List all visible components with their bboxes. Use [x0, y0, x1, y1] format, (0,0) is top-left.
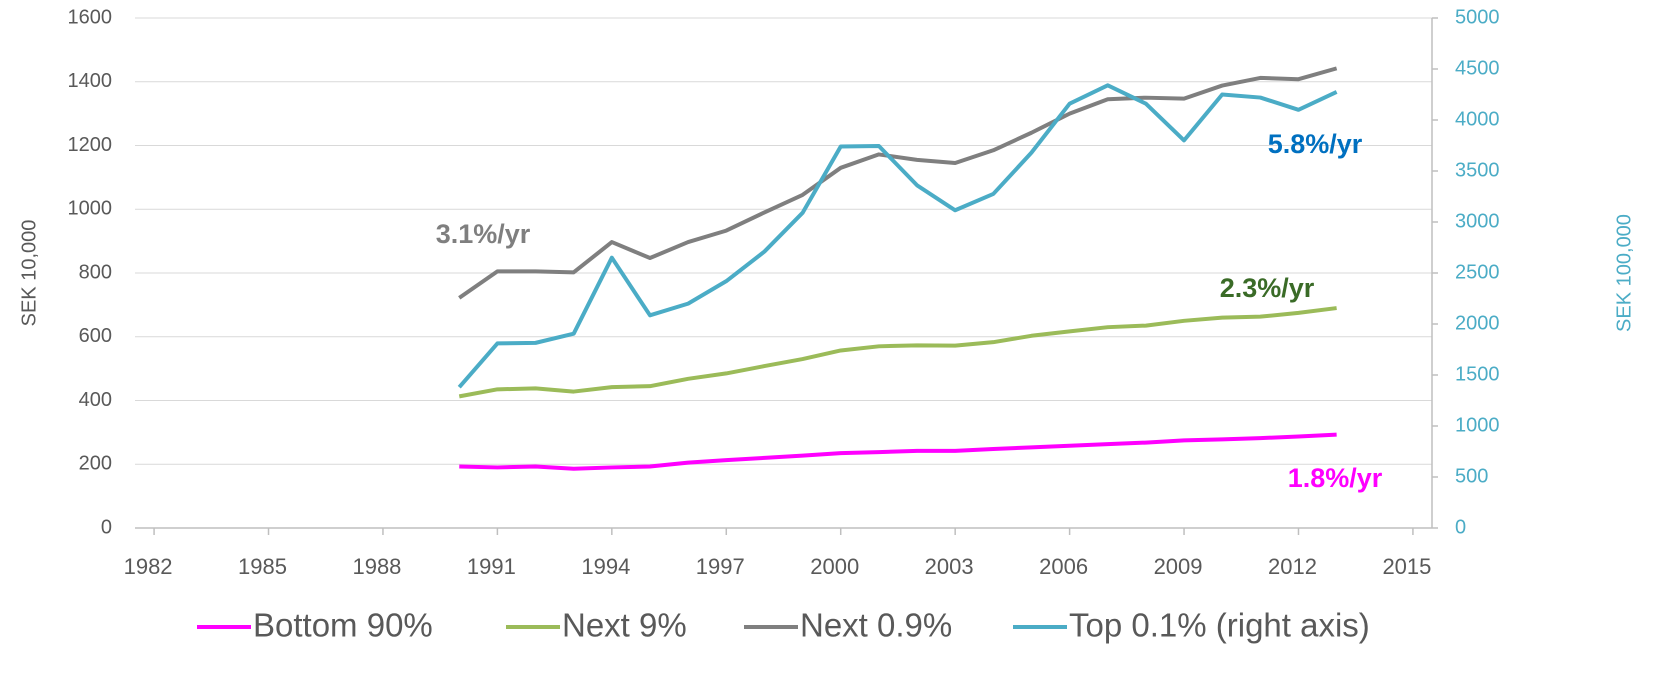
x-tick-label: 2009: [1154, 554, 1203, 579]
y-tick-label: 400: [79, 389, 112, 411]
x-tick-label: 1994: [581, 554, 630, 579]
x-tick-label: 1982: [124, 554, 173, 579]
y2-tick-label: 3500: [1455, 159, 1500, 181]
y-tick-label: 1400: [68, 70, 113, 92]
y-tick-label: 800: [79, 261, 112, 283]
annotation: 3.1%/yr: [436, 219, 531, 249]
x-tick-label: 2000: [810, 554, 859, 579]
legend-label: Next 9%: [562, 607, 687, 644]
series-line: [458, 66, 1338, 300]
annotation: 2.3%/yr: [1220, 273, 1315, 303]
y2-axis-label: SEK 100,000: [1613, 214, 1635, 332]
y-tick-label: 1200: [68, 134, 113, 156]
y-tick-label: 1000: [68, 198, 113, 220]
y-tick-label: 600: [79, 325, 112, 347]
x-tick-label: 1988: [352, 554, 401, 579]
x-tick-label: 2015: [1382, 554, 1431, 579]
x-tick-label: 2003: [925, 554, 974, 579]
y-tick-label: 200: [79, 453, 112, 475]
series-line: [457, 83, 1338, 389]
x-tick-label: 1985: [238, 554, 287, 579]
y2-tick-label: 2000: [1455, 312, 1500, 334]
annotation: 1.8%/yr: [1288, 463, 1383, 493]
series-line: [458, 306, 1337, 399]
legend-label: Bottom 90%: [253, 607, 433, 644]
annotation: 5.8%/yr: [1268, 129, 1363, 159]
series-line: [459, 432, 1337, 471]
y2-tick-label: 1500: [1455, 363, 1500, 385]
legend-label: Top 0.1% (right axis): [1069, 607, 1370, 644]
y2-tick-label: 2500: [1455, 261, 1500, 283]
y2-tick-label: 4500: [1455, 57, 1500, 79]
y2-tick-label: 0: [1455, 516, 1466, 538]
y-tick-label: 0: [101, 516, 112, 538]
y2-tick-label: 3000: [1455, 210, 1500, 232]
legend-label: Next 0.9%: [800, 607, 952, 644]
x-tick-label: 1997: [696, 554, 745, 579]
x-tick-label: 2012: [1268, 554, 1317, 579]
y2-tick-label: 5000: [1455, 6, 1500, 28]
y2-tick-label: 500: [1455, 465, 1488, 487]
x-tick-label: 1991: [467, 554, 516, 579]
y-tick-label: 1600: [68, 6, 113, 28]
x-tick-label: 2006: [1039, 554, 1088, 579]
y2-tick-label: 1000: [1455, 414, 1500, 436]
y2-tick-label: 4000: [1455, 108, 1500, 130]
y-axis-label: SEK 10,000: [18, 220, 40, 327]
